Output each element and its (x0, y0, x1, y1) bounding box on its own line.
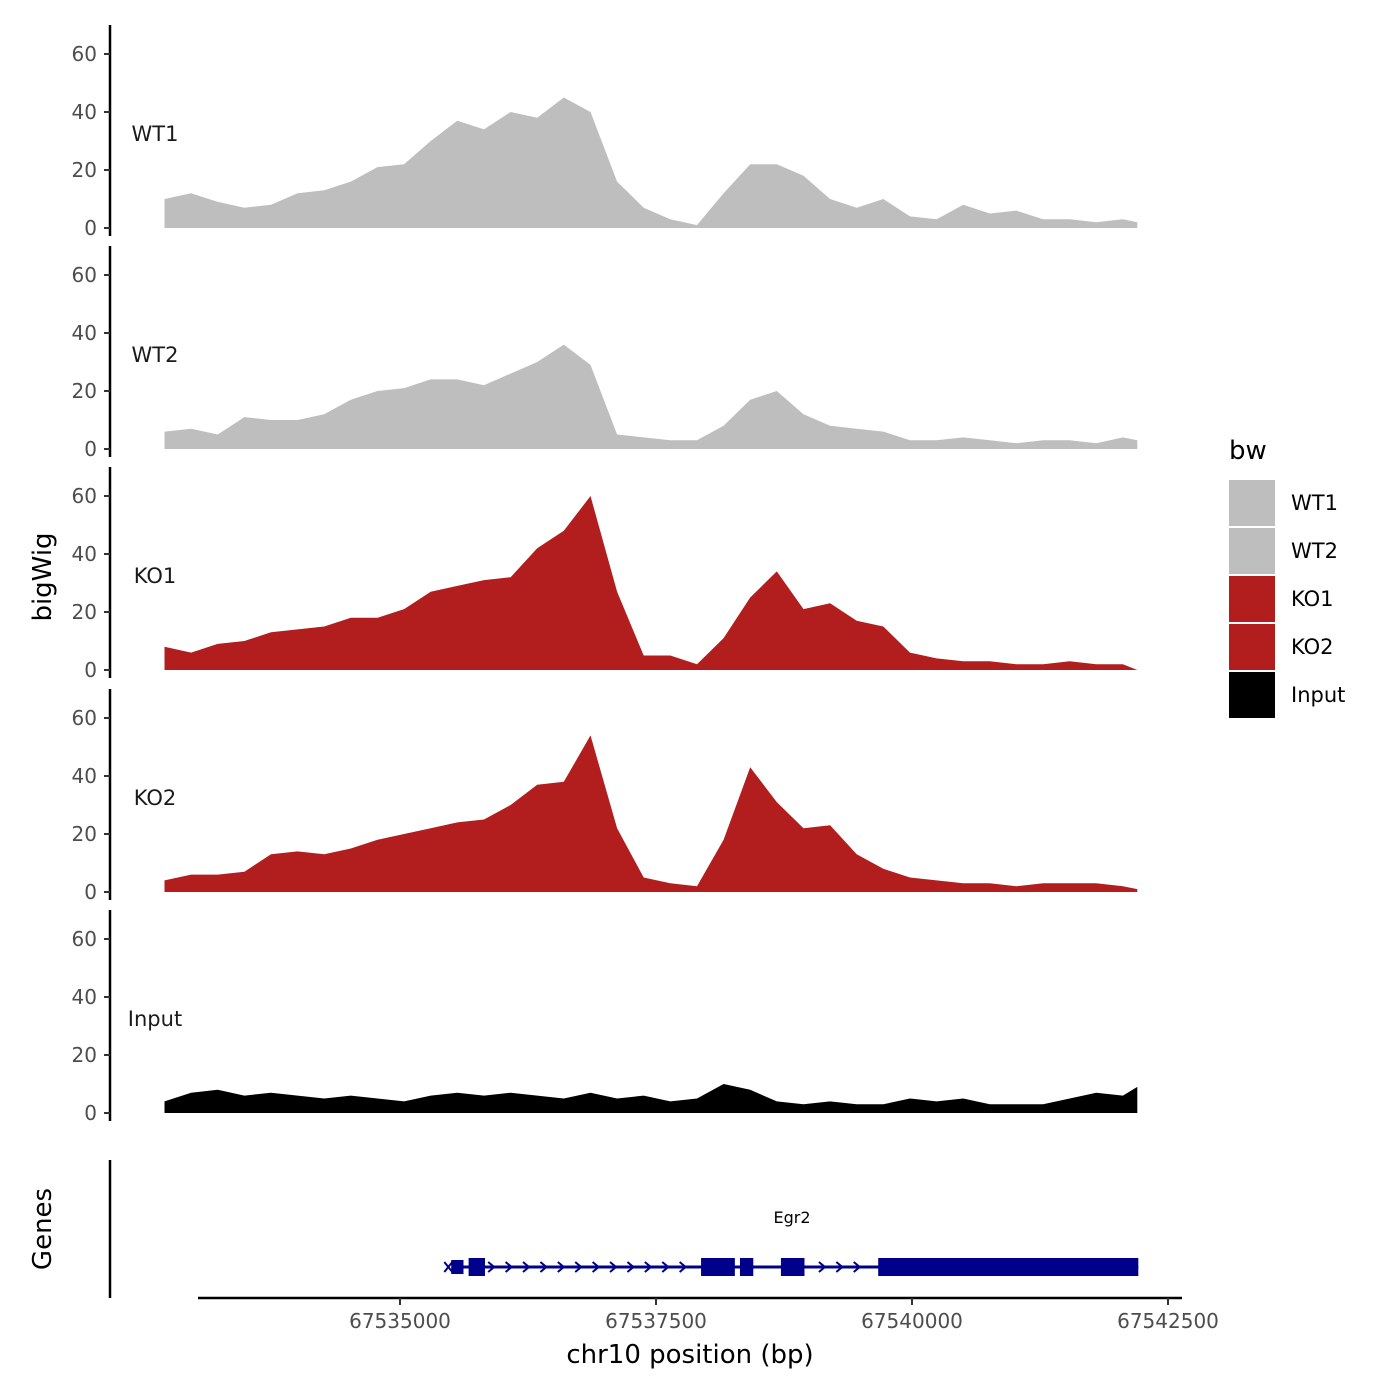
x-tick-label: 67537500 (605, 1309, 707, 1333)
y-tick-label: 0 (84, 658, 97, 682)
y-tick-label: 20 (72, 158, 97, 182)
gene-exon (451, 1260, 464, 1274)
x-tick-label: 67542500 (1117, 1309, 1219, 1333)
y-tick-label: 60 (72, 927, 97, 951)
coverage-tracks: 0 20 40 60 WT1 0 20 40 60 WT2 0 20 40 60 KO1 0 20 40 60 KO2… (72, 25, 1138, 1125)
strand-arrow (487, 1261, 496, 1273)
track-label: WT1 (132, 122, 179, 146)
strand-arrow (853, 1261, 862, 1273)
legend-label: WT2 (1291, 539, 1338, 563)
legend-label: KO2 (1291, 635, 1334, 659)
track-input: 0 20 40 60 Input (72, 910, 1138, 1125)
y-tick-label: 0 (84, 437, 97, 461)
y-tick-label: 20 (72, 822, 97, 846)
x-axis-title: chr10 position (bp) (566, 1340, 813, 1370)
legend: bw WT1 WT2 KO1 KO2 Input (1229, 436, 1345, 718)
strand-arrow (818, 1261, 827, 1273)
y-tick-label: 20 (72, 600, 97, 624)
track-label: WT2 (132, 343, 179, 367)
coverage-area-wt1 (164, 97, 1138, 228)
x-axis: chr10 position (bp) 67535000 67537500 6754… (198, 1296, 1219, 1370)
y-tick-label: 20 (72, 379, 97, 403)
legend-swatch-wt2 (1229, 528, 1275, 574)
strand-arrow (835, 1261, 844, 1273)
strand-arrow (679, 1261, 688, 1273)
strand-arrow (626, 1261, 635, 1273)
tss-marker (443, 1261, 454, 1273)
gene-exon (878, 1258, 1139, 1276)
track-label: Input (128, 1007, 182, 1031)
coverage-area-ko2 (164, 735, 1138, 892)
strand-arrow (591, 1261, 601, 1273)
legend-swatch-wt1 (1229, 480, 1275, 526)
coverage-area-ko1 (164, 496, 1138, 670)
track-ko1: 0 20 40 60 KO1 (72, 467, 1138, 682)
legend-label: KO1 (1291, 587, 1334, 611)
gene-exon (739, 1258, 754, 1276)
gene-exon (701, 1258, 735, 1276)
strand-arrow (504, 1261, 514, 1273)
y-tick-label: 20 (72, 1043, 97, 1067)
gene-model (443, 1258, 1139, 1276)
legend-label: Input (1291, 683, 1345, 707)
strand-arrow (574, 1261, 583, 1273)
coverage-area-wt2 (164, 344, 1138, 449)
y-tick-label: 40 (72, 985, 97, 1009)
x-tick-label: 67540000 (861, 1309, 963, 1333)
y-tick-label: 40 (72, 100, 97, 124)
track-label: KO2 (134, 786, 177, 810)
track-wt1: 0 20 40 60 WT1 (72, 25, 1138, 240)
track-ko2: 0 20 40 60 KO2 (72, 689, 1138, 904)
strand-arrow (557, 1261, 566, 1273)
track-wt2: 0 20 40 60 WT2 (72, 246, 1138, 461)
x-tick-label: 67535000 (349, 1309, 451, 1333)
gene-exon (780, 1258, 805, 1276)
legend-swatch-ko1 (1229, 576, 1275, 622)
y-tick-label: 40 (72, 321, 97, 345)
y-tick-label: 60 (72, 42, 97, 66)
legend-label: WT1 (1291, 491, 1338, 515)
y-tick-label: 0 (84, 1101, 97, 1125)
strand-arrow (644, 1261, 653, 1273)
y-tick-label: 60 (72, 484, 97, 508)
gene-exon (468, 1258, 485, 1276)
legend-swatch-ko2 (1229, 624, 1275, 670)
gene-track: Genes Egr2 (28, 1160, 1139, 1298)
legend-swatch-input (1229, 672, 1275, 718)
y-tick-label: 60 (72, 263, 97, 287)
legend-title: bw (1229, 436, 1267, 466)
strand-arrow (609, 1261, 618, 1273)
gene-label: Egr2 (773, 1208, 810, 1227)
y-tick-label: 40 (72, 764, 97, 788)
y-tick-label: 40 (72, 542, 97, 566)
y-tick-label: 0 (84, 880, 97, 904)
y-axis-title: bigWig (28, 532, 58, 621)
coverage-area-input (164, 1084, 1138, 1113)
strand-arrow (522, 1261, 531, 1273)
strand-arrow (539, 1261, 548, 1273)
strand-arrow (661, 1261, 670, 1273)
y-tick-label: 60 (72, 706, 97, 730)
genes-axis-title: Genes (28, 1188, 58, 1270)
track-label: KO1 (134, 564, 177, 588)
y-tick-label: 0 (84, 216, 97, 240)
